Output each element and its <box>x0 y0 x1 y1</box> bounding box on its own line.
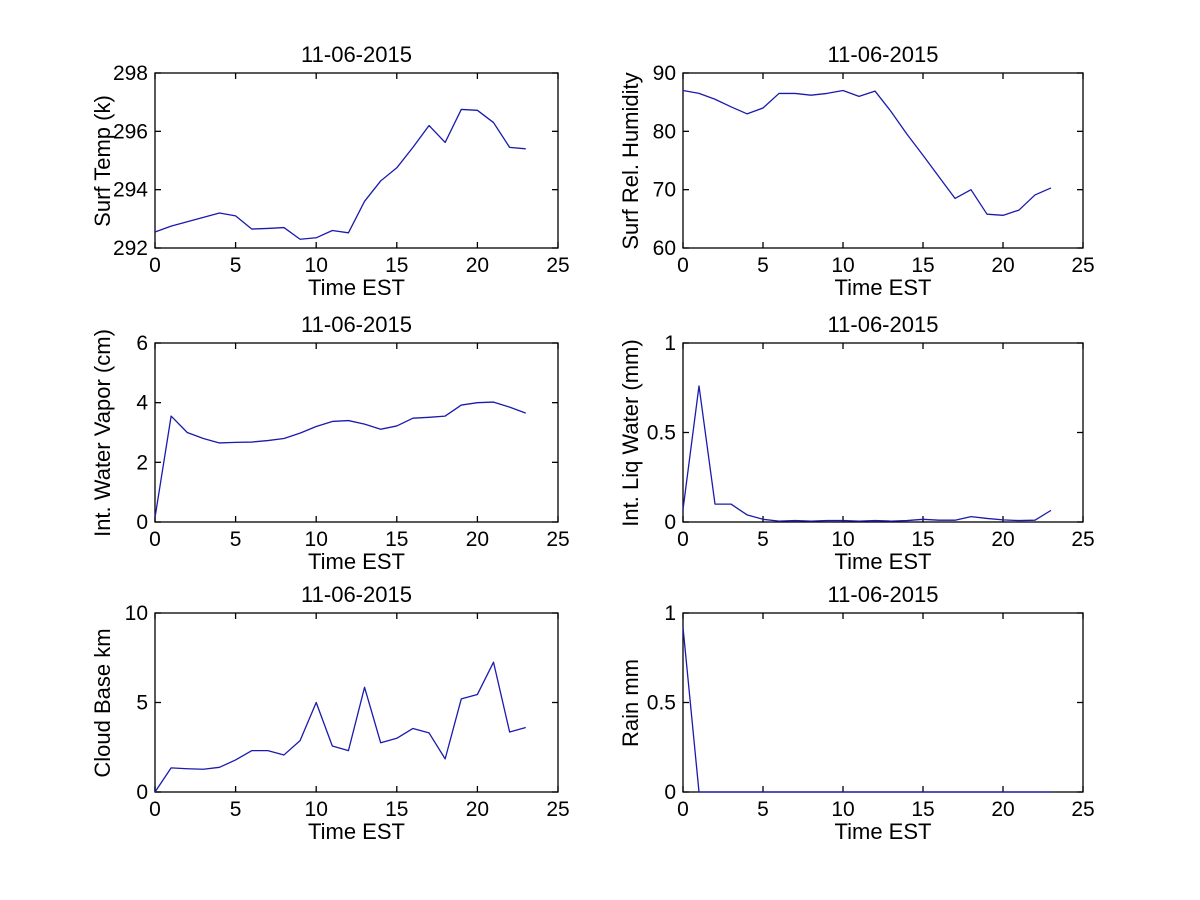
x-tick-label: 10 <box>305 798 328 821</box>
y-tick-label: 80 <box>653 120 676 143</box>
x-axis-label: Time EST <box>308 819 405 844</box>
x-tick-label: 20 <box>466 528 489 551</box>
y-tick-label: 60 <box>653 237 676 260</box>
plot-title: 11-06-2015 <box>301 312 412 337</box>
y-tick-label: 296 <box>113 120 148 143</box>
x-tick-label: 20 <box>991 254 1014 277</box>
x-tick-label: 5 <box>757 254 769 277</box>
data-line-humidity <box>682 89 1052 216</box>
x-tick-label: 5 <box>230 254 242 277</box>
x-axis-label: Time EST <box>834 549 932 574</box>
x-tick-label: 15 <box>385 254 408 277</box>
x-tick-label: 25 <box>546 528 569 551</box>
plot-area: 0 5 10 15 20 25 60 70 80 90 <box>653 62 1095 277</box>
plot-title: 11-06-2015 <box>827 42 939 67</box>
y-tick-label: 70 <box>653 179 676 202</box>
plot-title: 11-06-2015 <box>827 582 939 607</box>
y-tick-label: 294 <box>113 179 148 202</box>
axes-box <box>154 612 559 793</box>
x-tick-label: 25 <box>1071 528 1094 551</box>
x-tick-label: 15 <box>911 528 934 551</box>
x-tick-label: 0 <box>677 528 689 551</box>
y-tick-label: 6 <box>136 332 148 355</box>
plot-title: 11-06-2015 <box>301 42 412 67</box>
y-tick-label: 5 <box>136 692 148 715</box>
x-axis-label: Time EST <box>308 549 405 574</box>
x-tick-label: 0 <box>149 254 161 277</box>
x-tick-label: 25 <box>1071 254 1094 277</box>
plot-area: 0 5 10 15 20 25 0 0.5 1 <box>647 602 1095 821</box>
x-tick-label: 0 <box>149 798 161 821</box>
x-tick-label: 10 <box>305 528 328 551</box>
x-tick-label: 0 <box>149 528 161 551</box>
x-tick-label: 15 <box>385 798 408 821</box>
x-tick-label: 20 <box>991 798 1014 821</box>
y-tick-label: 0.5 <box>647 422 676 445</box>
y-tick-label: 292 <box>113 237 148 260</box>
axes-box <box>682 72 1084 249</box>
plot-area: 0 5 10 15 20 25 292 294 296 298 <box>113 62 570 277</box>
plot-title: 11-06-2015 <box>827 312 939 337</box>
x-tick-label: 5 <box>230 528 242 551</box>
x-tick-label: 20 <box>466 798 489 821</box>
x-tick-label: 10 <box>831 254 854 277</box>
y-tick-label: 0 <box>664 781 676 804</box>
axes-box <box>682 612 1084 793</box>
x-tick-label: 20 <box>991 528 1014 551</box>
x-axis-label: Time EST <box>834 275 932 300</box>
axes-box <box>154 342 559 523</box>
x-tick-label: 15 <box>911 254 934 277</box>
y-tick-label: 10 <box>125 602 148 625</box>
y-tick-label: 1 <box>664 332 676 355</box>
x-tick-label: 20 <box>466 254 489 277</box>
y-tick-label: 0 <box>664 511 676 534</box>
x-tick-label: 25 <box>546 254 569 277</box>
x-tick-label: 10 <box>831 528 854 551</box>
y-tick-label: 90 <box>653 62 676 85</box>
y-tick-label: 0 <box>136 511 148 534</box>
x-tick-label: 0 <box>677 254 689 277</box>
data-line-liquid-water <box>682 385 1052 522</box>
y-tick-label: 0.5 <box>647 692 676 715</box>
y-tick-label: 4 <box>136 392 148 415</box>
plot-area: 0 5 10 15 20 25 0 5 10 <box>125 602 570 821</box>
x-tick-label: 5 <box>230 798 242 821</box>
plot-area: 0 5 10 15 20 25 0 0.5 1 <box>647 332 1095 551</box>
y-tick-label: 2 <box>136 451 148 474</box>
data-line-water-vapor <box>154 401 526 518</box>
x-tick-label: 0 <box>677 798 689 821</box>
data-line-surf-temp <box>154 108 526 240</box>
x-tick-label: 15 <box>911 798 934 821</box>
plot-title: 11-06-2015 <box>301 582 412 607</box>
y-tick-label: 1 <box>664 602 676 625</box>
data-line-rain <box>682 627 1051 793</box>
data-line-cloud-base <box>154 661 526 793</box>
y-tick-label: 0 <box>136 781 148 804</box>
x-tick-label: 10 <box>831 798 854 821</box>
x-tick-label: 10 <box>305 254 328 277</box>
x-axis-label: Time EST <box>834 819 932 844</box>
x-axis-label: Time EST <box>308 275 405 300</box>
x-tick-label: 5 <box>757 528 769 551</box>
x-tick-label: 25 <box>1071 798 1094 821</box>
axes-box <box>682 342 1084 523</box>
x-tick-label: 15 <box>385 528 408 551</box>
plot-area: 0 5 10 15 20 25 0 2 4 6 <box>136 332 569 551</box>
y-tick-label: 298 <box>113 62 148 85</box>
x-tick-label: 25 <box>546 798 569 821</box>
x-tick-label: 5 <box>757 798 769 821</box>
axes-box <box>154 72 559 249</box>
